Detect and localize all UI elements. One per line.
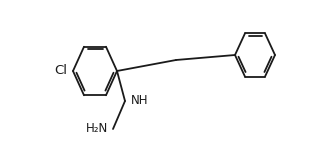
- Text: Cl: Cl: [54, 65, 67, 78]
- Text: NH: NH: [131, 93, 148, 106]
- Text: H₂N: H₂N: [86, 123, 108, 136]
